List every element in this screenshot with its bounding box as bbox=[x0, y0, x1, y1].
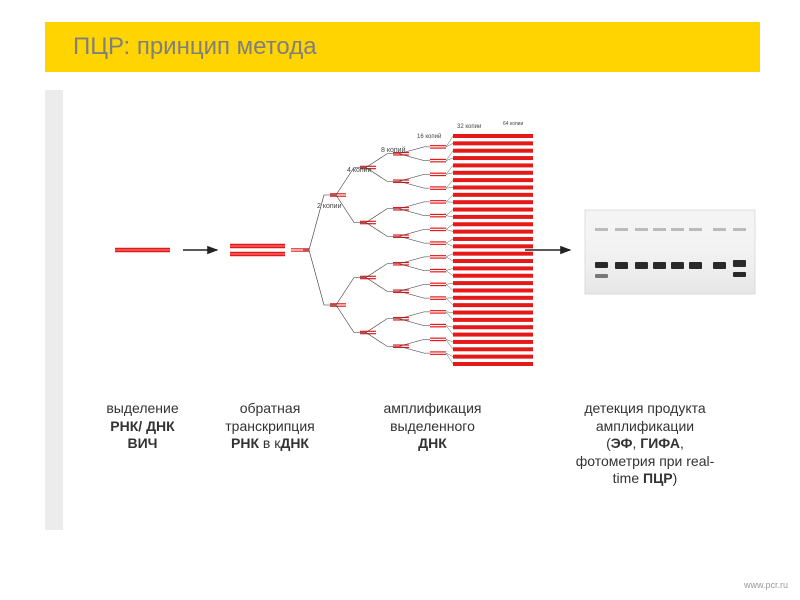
svg-text:64 копии: 64 копии bbox=[503, 121, 523, 127]
caption-4: детекция продуктаамплификации(ЭФ, ГИФА,ф… bbox=[525, 400, 765, 488]
title-bar: ПЦР: принцип метода bbox=[45, 22, 760, 72]
svg-text:16 копий: 16 копий bbox=[417, 133, 441, 140]
svg-text:32 копии: 32 копии bbox=[457, 124, 481, 130]
caption-1: выделениеРНК/ ДНКВИЧ bbox=[85, 400, 200, 488]
sidebar-strip bbox=[45, 90, 63, 530]
page-title: ПЦР: принцип метода bbox=[73, 33, 317, 61]
footer-credit: www.pcr.ru bbox=[744, 580, 788, 590]
caption-3: амплификациявыделенногоДНК bbox=[340, 400, 525, 488]
pcr-diagram: 2 копии 4 копии 8 копий 16 копий 32 копии 64 … bbox=[85, 100, 765, 400]
caption-2: обратнаятранскрипцияРНК в кДНК bbox=[200, 400, 340, 488]
svg-text:2 копии: 2 копии bbox=[317, 203, 342, 210]
svg-text:8 копий: 8 копий bbox=[381, 146, 406, 154]
svg-text:4 копии: 4 копии bbox=[347, 167, 372, 174]
caption-row: выделениеРНК/ ДНКВИЧ обратнаятранскрипци… bbox=[85, 400, 765, 488]
